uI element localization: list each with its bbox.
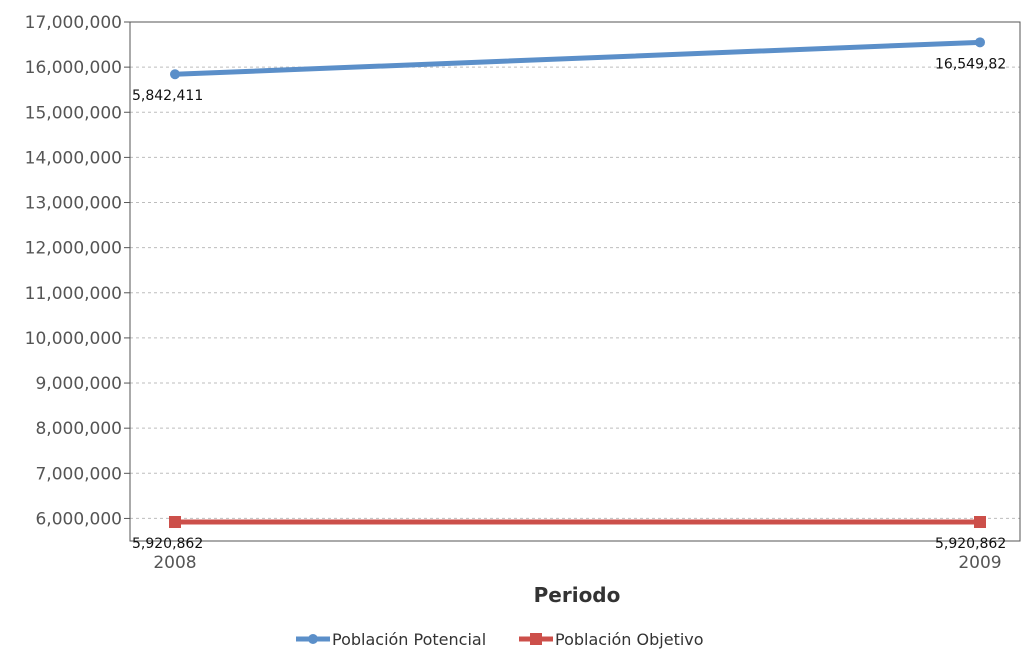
series-layer: 5,842,411 16,549,82 5,920,862 5,920,862	[132, 37, 1006, 552]
x-axis: 2008 2009	[153, 553, 1001, 573]
y-tick-label: 17,000,000	[25, 13, 122, 33]
plot-background	[130, 22, 1020, 541]
data-point	[974, 516, 986, 529]
y-axis: 6,000,000 7,000,000 8,000,000 9,000,000 10,0…	[25, 13, 130, 529]
y-tick-label: 14,000,000	[25, 148, 122, 168]
y-tick-label: 13,000,000	[25, 194, 122, 214]
x-axis-title: Periodo	[534, 583, 621, 607]
y-tick-label: 9,000,000	[35, 374, 122, 394]
y-tick-label: 11,000,000	[25, 284, 122, 304]
legend-label: Población Potencial	[332, 630, 486, 649]
x-tick-label: 2009	[958, 553, 1001, 573]
legend-marker	[530, 633, 542, 645]
x-tick-label: 2008	[153, 553, 196, 573]
plot-frame	[129, 21, 1021, 542]
gridlines	[130, 66, 1020, 519]
y-tick-label: 8,000,000	[35, 419, 122, 439]
legend-marker	[308, 634, 318, 644]
data-label: 5,842,411	[132, 88, 203, 104]
y-tick-label: 16,000,000	[25, 58, 122, 78]
legend-label: Población Objetivo	[555, 630, 704, 649]
data-point	[975, 37, 985, 48]
y-tick-label: 7,000,000	[35, 464, 122, 484]
data-label: 16,549,82	[935, 56, 1006, 72]
y-tick-label: 15,000,000	[25, 103, 122, 123]
data-label: 5,920,862	[935, 536, 1006, 552]
y-tick-label: 12,000,000	[25, 239, 122, 259]
data-label: 5,920,862	[132, 536, 203, 552]
y-tick-label: 6,000,000	[35, 509, 122, 529]
data-point	[170, 69, 180, 80]
y-tick-label: 10,000,000	[25, 329, 122, 349]
series-line	[172, 39, 983, 77]
data-point	[169, 516, 181, 529]
legend: Población Potencial Población Objetivo	[296, 630, 704, 649]
